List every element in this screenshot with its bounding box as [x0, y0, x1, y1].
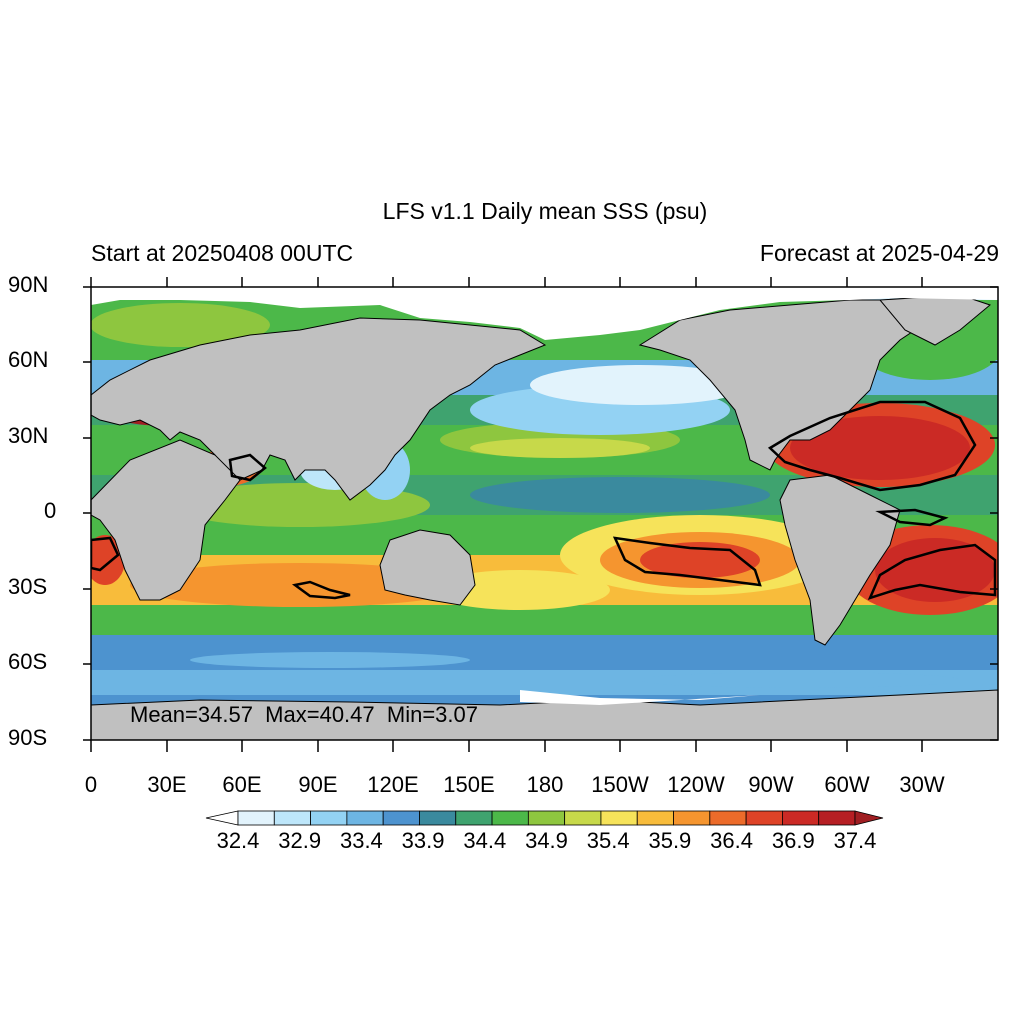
colorbar-swatch: [818, 810, 856, 826]
colorbar-tick-label: 35.9: [648, 828, 692, 853]
chart-title: LFS v1.1 Daily mean SSS (psu): [382, 198, 708, 224]
contours: [91, 400, 997, 601]
max-value: Max=40.47: [265, 702, 375, 727]
mean-value: Mean=34.57: [130, 702, 253, 727]
lon-label: 30E: [147, 772, 187, 797]
colorbar-swatch: [455, 810, 493, 826]
colorbar-swatch: [419, 810, 457, 826]
colorbar-tick-label: 35.4: [586, 828, 630, 853]
lon-label: 90E: [298, 772, 338, 797]
lon-label: 30W: [899, 772, 945, 797]
lat-label: 0: [44, 498, 57, 523]
colorbar-swatch: [564, 810, 602, 826]
lon-label: 150E: [443, 772, 495, 797]
colorbar-swatch: [273, 810, 311, 826]
min-value: Min=3.07: [386, 702, 478, 727]
lon-label: 60E: [222, 772, 262, 797]
ice: [91, 287, 998, 705]
colorbar-swatch: [346, 810, 384, 826]
lon-ticks: [90, 277, 923, 752]
colorbar-swatch: [527, 810, 566, 826]
colorbar-high-arrow: [854, 810, 884, 826]
colorbar-swatch: [310, 810, 348, 826]
colorbar-tick-label: 36.4: [710, 828, 754, 853]
lon-label: 90W: [748, 772, 794, 797]
forecast-time-label: Forecast at 2025-04-29: [759, 240, 999, 266]
colorbar-tick-label: 37.4: [833, 828, 877, 853]
colorbar-tick-label: 34.9: [525, 828, 568, 853]
lat-label: 30N: [8, 423, 49, 448]
colorbar-tick-label: 32.4: [216, 828, 260, 853]
colorbar-swatch: [709, 810, 747, 826]
colorbar-swatch: [745, 810, 783, 826]
start-time-label: Start at 20250408 00UTC: [91, 240, 354, 266]
lon-label: 150W: [591, 772, 649, 797]
colorbar-tick-label: 32.9: [278, 828, 322, 853]
colorbar-swatch: [782, 810, 820, 826]
lat-label: 60S: [8, 649, 48, 674]
colorbar-tick-label: 36.9: [771, 828, 815, 853]
lon-label: 120W: [667, 772, 725, 797]
colorbar-swatch: [673, 810, 711, 826]
colorbar-swatch: [600, 810, 638, 826]
lon-label: 120E: [367, 772, 419, 797]
statistics-label: Mean=34.57 Max=40.47 Min=3.07: [130, 702, 478, 728]
lat-label: 90N: [8, 272, 49, 297]
lat-ticks: [83, 286, 998, 741]
colorbar-tick-label: 33.4: [339, 828, 383, 853]
lat-label: 30S: [8, 574, 48, 599]
land-masses: [91, 294, 998, 740]
colorbar-swatch: [237, 810, 275, 826]
colorbar-tick-label: 33.9: [401, 828, 445, 853]
colorbar-swatch: [382, 810, 420, 826]
lat-label: 90S: [8, 725, 48, 750]
colorbar-swatch: [636, 810, 674, 826]
colorbar-low-arrow: [205, 810, 239, 826]
colorbar-swatch: [491, 810, 529, 826]
lat-label: 60N: [8, 347, 49, 372]
colorbar-tick-label: 34.4: [463, 828, 507, 853]
lon-label: 60W: [824, 772, 870, 797]
lon-label: 0: [84, 772, 98, 797]
lon-label: 180: [526, 772, 564, 797]
